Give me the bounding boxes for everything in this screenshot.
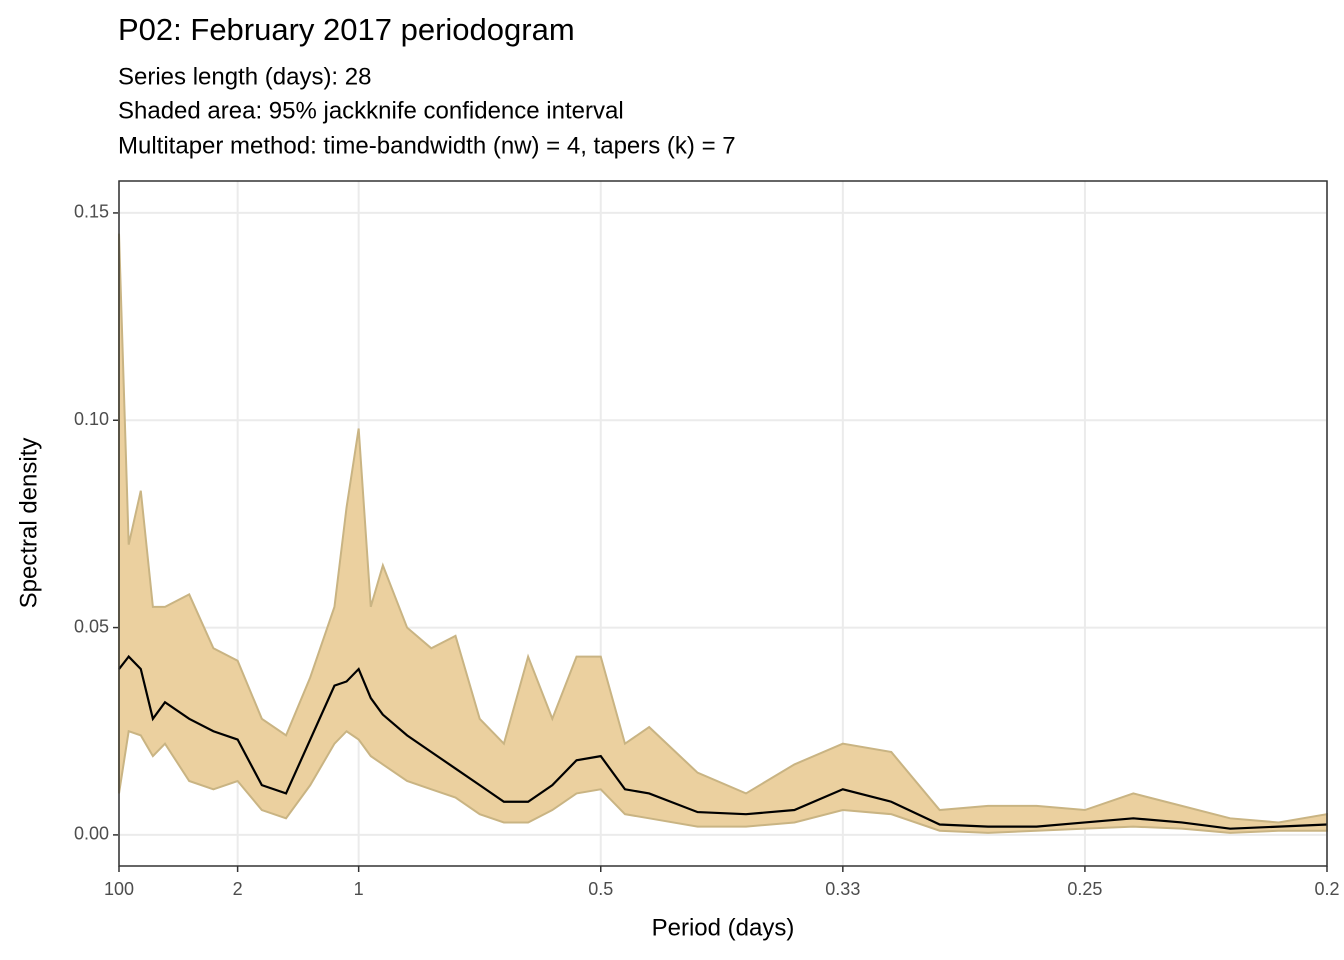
- x-tick-label: 0.2: [1314, 879, 1339, 899]
- chart-subtitle: Multitaper method: time-bandwidth (nw) =…: [118, 132, 736, 159]
- chart-title: P02: February 2017 periodogram: [118, 12, 575, 47]
- x-tick-label: 0.5: [588, 879, 613, 899]
- x-tick-label: 2: [233, 879, 243, 899]
- y-tick-label: 0.10: [74, 409, 109, 429]
- y-axis-label: Spectral density: [15, 438, 42, 609]
- y-tick-label: 0.00: [74, 824, 109, 844]
- x-tick-label: 100: [104, 879, 134, 899]
- x-tick-label: 0.25: [1067, 879, 1102, 899]
- chart-subtitle: Series length (days): 28: [118, 63, 371, 90]
- confidence-band: [118, 233, 1328, 834]
- panel-border: [118, 180, 1328, 867]
- x-tick-label: 1: [354, 879, 364, 899]
- x-tick-label: 0.33: [825, 879, 860, 899]
- chart-subtitle: Shaded area: 95% jackknife confidence in…: [118, 97, 624, 124]
- y-tick-label: 0.05: [74, 616, 109, 636]
- x-axis-label: Period (days): [652, 914, 795, 941]
- estimate-line: [118, 654, 1328, 830]
- y-tick-label: 0.15: [74, 202, 109, 222]
